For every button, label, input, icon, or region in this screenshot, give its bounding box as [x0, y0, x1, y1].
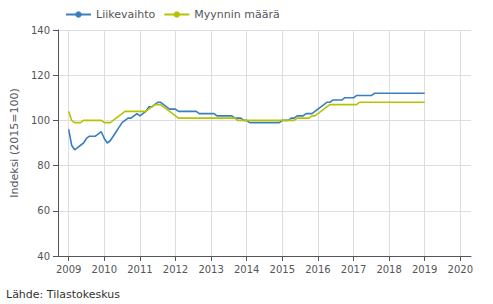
svg-text:100: 100 [31, 115, 50, 126]
svg-text:2017: 2017 [341, 264, 366, 275]
svg-text:Myynnin määrä: Myynnin määrä [194, 8, 279, 21]
svg-text:Liikevaihto: Liikevaihto [96, 8, 156, 21]
svg-text:140: 140 [31, 25, 50, 36]
svg-text:2010: 2010 [92, 264, 117, 275]
svg-text:2016: 2016 [305, 264, 330, 275]
svg-text:2020: 2020 [448, 264, 473, 275]
svg-text:2018: 2018 [376, 264, 401, 275]
svg-text:60: 60 [37, 205, 50, 216]
svg-text:Lähde: Tilastokeskus: Lähde: Tilastokeskus [6, 288, 120, 301]
svg-text:2012: 2012 [163, 264, 188, 275]
svg-text:40: 40 [37, 251, 50, 262]
svg-text:Indeksi (2015=100): Indeksi (2015=100) [8, 88, 21, 197]
svg-text:120: 120 [31, 70, 50, 81]
svg-text:2019: 2019 [412, 264, 437, 275]
svg-text:2015: 2015 [270, 264, 295, 275]
svg-text:2014: 2014 [234, 264, 259, 275]
svg-text:2011: 2011 [127, 264, 152, 275]
svg-text:2009: 2009 [56, 264, 81, 275]
svg-text:80: 80 [37, 160, 50, 171]
svg-text:2013: 2013 [198, 264, 223, 275]
